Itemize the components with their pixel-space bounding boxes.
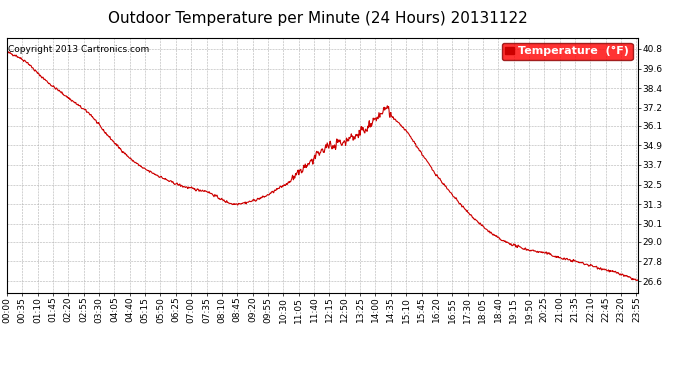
Text: Outdoor Temperature per Minute (24 Hours) 20131122: Outdoor Temperature per Minute (24 Hours… [108,11,527,26]
Text: Copyright 2013 Cartronics.com: Copyright 2013 Cartronics.com [8,45,150,54]
Legend: Temperature  (°F): Temperature (°F) [502,43,633,60]
